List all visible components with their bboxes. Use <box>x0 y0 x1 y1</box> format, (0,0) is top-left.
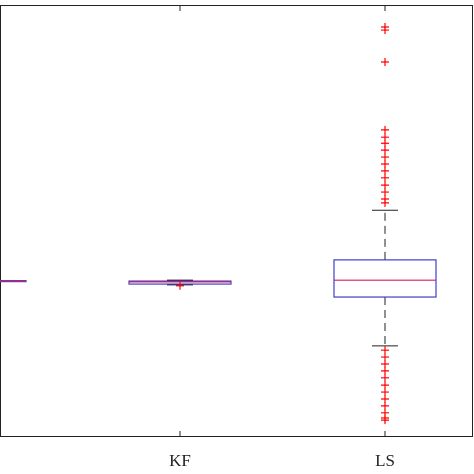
outlier <box>381 416 389 425</box>
outlier <box>381 346 389 355</box>
outlier <box>381 146 389 155</box>
x-tick-label: LS <box>375 451 395 470</box>
outlier <box>381 173 389 182</box>
outlier <box>381 401 389 410</box>
outlier <box>381 366 389 375</box>
outlier <box>381 394 389 403</box>
outlier <box>381 139 389 148</box>
outlier <box>381 388 389 397</box>
box <box>333 259 437 298</box>
outlier <box>381 125 389 134</box>
x-tick-label: KF <box>169 451 191 470</box>
outlier <box>381 153 389 162</box>
outlier <box>381 26 389 35</box>
outlier <box>381 359 389 368</box>
outlier <box>381 58 389 67</box>
outlier <box>381 353 389 362</box>
outlier <box>381 198 389 207</box>
outlier <box>176 281 184 290</box>
plot-frame <box>0 5 473 437</box>
outlier <box>381 166 389 175</box>
outlier <box>381 181 389 190</box>
outlier <box>381 381 389 390</box>
outlier <box>381 188 389 197</box>
outlier <box>381 159 389 168</box>
outlier <box>381 373 389 382</box>
